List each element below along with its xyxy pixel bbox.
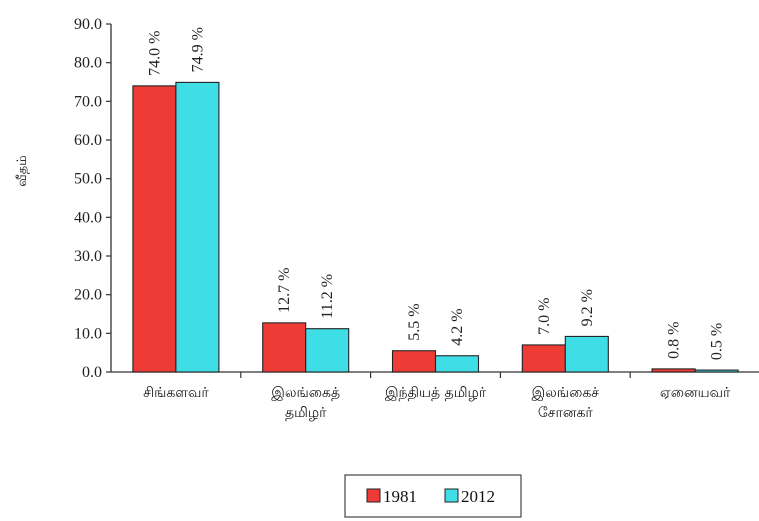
- y-tick-label: 80.0: [74, 55, 102, 72]
- y-tick-label: 30.0: [74, 248, 102, 265]
- y-axis: 0.0 10.0 20.0 30.0 40.0 50.0 60.0 70.0 80.0 90.0: [74, 16, 759, 381]
- category-label: தமிழர்: [285, 405, 327, 421]
- y-tick-label: 50.0: [74, 171, 102, 188]
- legend-swatch-1981: [366, 488, 381, 503]
- bars: [132, 81, 739, 373]
- legend-swatch-2012: [444, 488, 459, 503]
- y-tick-label: 20.0: [74, 287, 102, 304]
- category-label: இந்தியத் தமிழர்: [385, 385, 487, 401]
- bar-1981-3: [521, 344, 566, 373]
- data-label-2012-0: 74.9 %: [189, 27, 206, 72]
- y-tick-label: 90.0: [74, 16, 102, 33]
- y-tick-label: 40.0: [74, 209, 102, 226]
- legend-label-2012: 2012: [461, 487, 495, 506]
- category-label: இலங்கைத்: [271, 385, 340, 401]
- category-label: இலங்கைச்: [532, 385, 600, 401]
- legend: 1981 2012: [344, 474, 522, 518]
- bar-2012-0: [175, 81, 220, 373]
- category-label: ஏனையவர்: [660, 385, 731, 401]
- bar-2012-4: [694, 369, 739, 373]
- bar-2012-3: [564, 335, 609, 373]
- data-label-1981-0: 74.0 %: [146, 31, 163, 76]
- bar-1981-1: [262, 322, 307, 373]
- data-label-1981-3: 7.0 %: [536, 298, 553, 335]
- bar-1981-4: [651, 368, 696, 373]
- data-label-1981-4: 0.8 %: [666, 322, 683, 359]
- y-tick-label: 70.0: [74, 93, 102, 110]
- y-tick-label: 60.0: [74, 132, 102, 149]
- bar-2012-2: [434, 355, 480, 373]
- data-label-2012-1: 11.2 %: [319, 274, 336, 319]
- bar-2012-1: [305, 328, 350, 373]
- category-label: சோனகர்: [538, 405, 594, 421]
- data-label-2012-3: 9.2 %: [579, 289, 596, 326]
- data-label-2012-2: 4.2 %: [449, 308, 466, 345]
- y-tick-label: 0.0: [82, 364, 102, 381]
- y-axis-label: வீதம்: [15, 155, 30, 186]
- x-axis-categories: சிங்களவர் இலங்கைத் தமிழர் இந்தியத் தமிழர் இல…: [143, 372, 731, 421]
- y-tick-label: 10.0: [74, 325, 102, 342]
- data-label-2012-4: 0.5 %: [709, 323, 726, 360]
- bar-1981-2: [391, 350, 437, 373]
- data-labels: 74.0 % 74.9 % 12.7 % 11.2 % 5.5 % 4.2 % 7.0 % 9…: [146, 27, 725, 360]
- legend-label-1981: 1981: [383, 487, 417, 506]
- bar-1981-0: [132, 85, 177, 373]
- data-label-1981-2: 5.5 %: [406, 303, 423, 340]
- data-label-1981-1: 12.7 %: [276, 268, 293, 313]
- category-label: சிங்களவர்: [143, 385, 209, 401]
